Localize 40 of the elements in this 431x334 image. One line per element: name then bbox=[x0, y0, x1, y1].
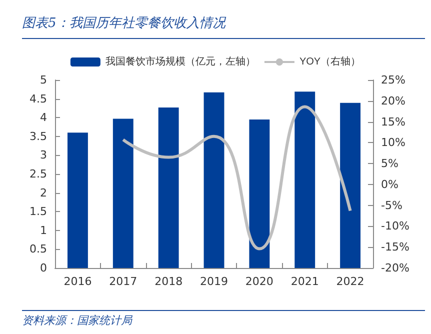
y2-tick-label: -15% bbox=[381, 240, 410, 254]
y-tick-label: 5 bbox=[40, 74, 47, 86]
y2-tick-label: 5% bbox=[381, 157, 398, 170]
text: 资料来源：国家统计局 bbox=[22, 310, 425, 328]
bar bbox=[67, 132, 88, 268]
x-tick-label: 2020 bbox=[245, 275, 274, 288]
bar bbox=[204, 92, 224, 268]
y-tick-label: 1 bbox=[40, 224, 47, 237]
y-tick-label: 3 bbox=[40, 148, 47, 162]
bar bbox=[294, 92, 316, 268]
y-tick-label: 2.5 bbox=[30, 168, 47, 180]
y2-tick-label: 20% bbox=[381, 94, 406, 108]
x-tick-label: 2022 bbox=[336, 275, 364, 288]
x-tick-label: 2017 bbox=[109, 275, 138, 288]
legend-label: YOY（右轴） bbox=[299, 56, 361, 68]
legend-label: 我国餐饮市场规模（亿元，左轴） bbox=[105, 56, 256, 68]
bar bbox=[340, 102, 361, 268]
y-tick-label: 4.5 bbox=[30, 92, 47, 106]
y-tick-label: 3.5 bbox=[30, 130, 47, 143]
y-tick-label: 2 bbox=[40, 186, 47, 200]
y2-tick-label: -20% bbox=[381, 262, 410, 274]
line-series bbox=[122, 105, 352, 250]
bar bbox=[158, 107, 179, 268]
y-tick-label: 1.5 bbox=[30, 205, 47, 218]
y2-tick-label: 15% bbox=[381, 115, 406, 128]
bar bbox=[249, 119, 270, 268]
bar bbox=[112, 118, 134, 268]
y2-tick-label: -5% bbox=[381, 198, 402, 212]
y-tick-label: 0.5 bbox=[30, 242, 47, 256]
y-tick-label: 0 bbox=[40, 262, 47, 274]
y2-tick-label: 25% bbox=[381, 74, 406, 86]
chart-title: 图表5：我国历年社零餐饮收入情况 bbox=[22, 14, 425, 39]
x-tick-label: 2021 bbox=[290, 275, 319, 288]
x-tick-label: 2016 bbox=[64, 275, 92, 288]
y2-tick-label: -10% bbox=[381, 220, 410, 233]
x-tick-label: 2018 bbox=[154, 275, 183, 288]
x-tick-label: 2019 bbox=[200, 275, 228, 288]
y-tick-label: 4 bbox=[40, 111, 47, 124]
y2-tick-label: 0% bbox=[381, 178, 398, 191]
y2-tick-label: 10% bbox=[381, 136, 406, 150]
